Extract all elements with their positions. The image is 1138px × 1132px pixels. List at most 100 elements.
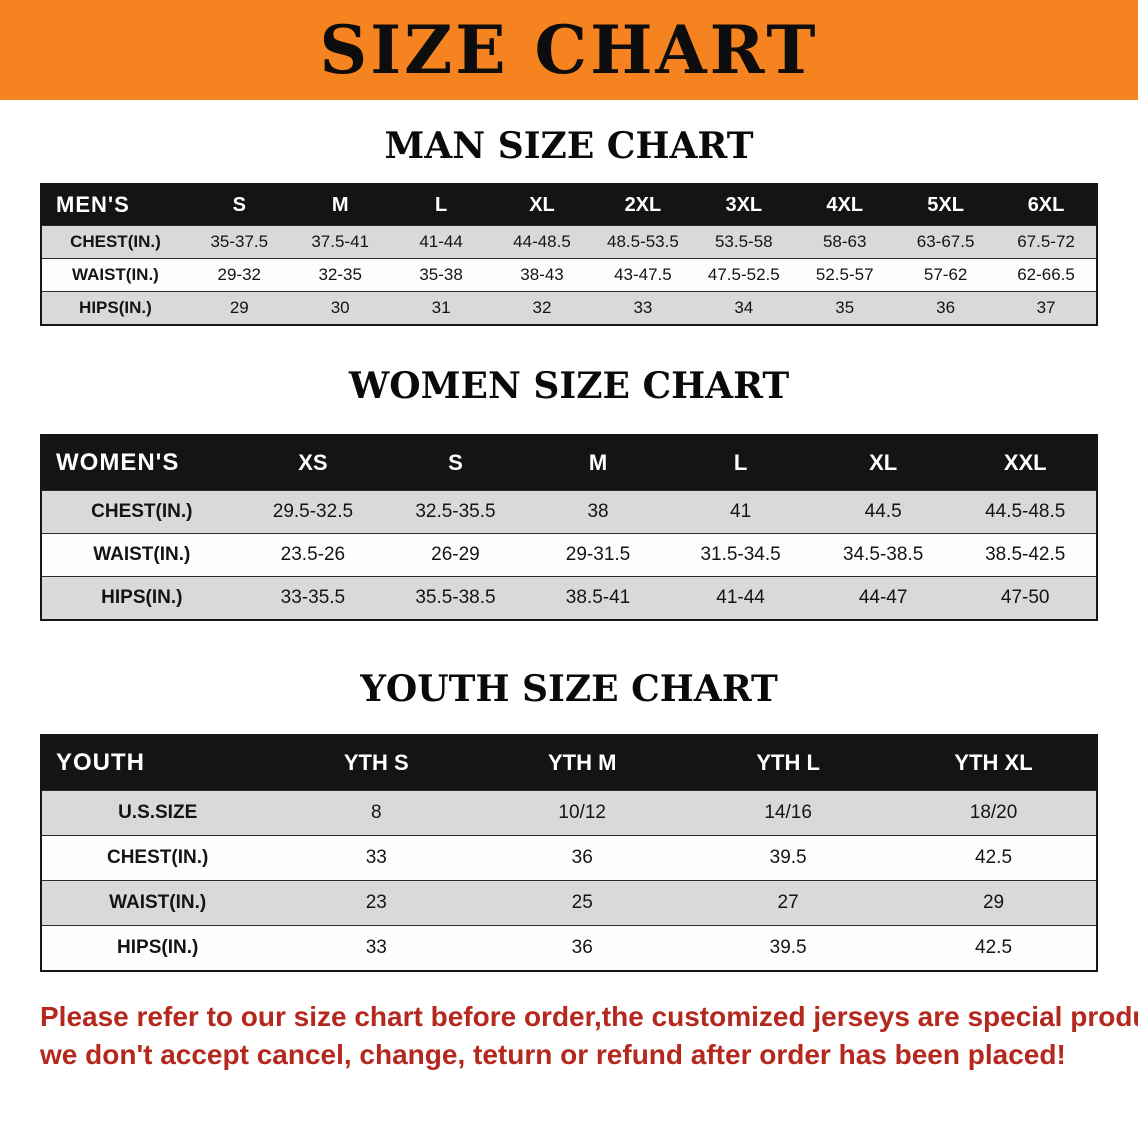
mens-size-header-cell: 4XL	[794, 184, 896, 226]
youth-size-header-cell: YTH XL	[891, 735, 1097, 791]
mens-value-cell: 67.5-72	[996, 225, 1097, 259]
youth-value-cell: 39.5	[685, 835, 892, 881]
mens-row-label: HIPS(IN.)	[41, 291, 189, 326]
womens-value-cell: 47-50	[954, 575, 1097, 620]
mens-value-cell: 63-67.5	[895, 225, 997, 259]
youth-value-cell: 8	[273, 790, 480, 836]
mens-value-cell: 37.5-41	[289, 225, 391, 259]
womens-heading: WOMEN SIZE CHART	[348, 365, 790, 408]
mens-value-cell: 57-62	[895, 258, 997, 292]
youth-row-label: WAIST(IN.)	[41, 880, 274, 926]
womens-size-header-cell: XS	[241, 434, 385, 491]
womens-row-label: CHEST(IN.)	[41, 489, 242, 534]
youth-row-label: CHEST(IN.)	[41, 835, 274, 881]
size-chart-banner: SIZE CHART	[0, 0, 1138, 100]
mens-table-row: CHEST(IN.) 35-37.5 37.5-41 41-44 44-48.5 48.5…	[41, 225, 1097, 259]
mens-table: MEN'S S M L XL 2XL 3XL 4XL 5XL 6XL CHEST(IN.) 35-37…	[40, 183, 1098, 327]
youth-value-cell: 39.5	[685, 925, 892, 972]
womens-value-cell: 41-44	[669, 575, 812, 620]
mens-row-label: CHEST(IN.)	[41, 225, 189, 259]
womens-value-cell: 32.5-35.5	[384, 489, 527, 534]
womens-size-header-cell: XL	[811, 434, 955, 491]
womens-table-row: HIPS(IN.) 33-35.5 35.5-38.5 38.5-41 41-44 44-…	[41, 575, 1097, 620]
banner-title: SIZE CHART	[319, 11, 819, 89]
mens-value-cell: 32	[491, 291, 593, 326]
mens-value-cell: 35-38	[390, 258, 492, 292]
womens-section: WOMEN SIZE CHART WOMEN'S XS S M L XL XXL CHEST(I…	[40, 365, 1098, 621]
youth-value-cell: 10/12	[479, 790, 686, 836]
womens-value-cell: 23.5-26	[241, 532, 385, 577]
footer-line-2: we don't accept cancel, change, teturn o…	[40, 1038, 1066, 1070]
womens-value-cell: 31.5-34.5	[669, 532, 812, 577]
youth-value-cell: 18/20	[891, 790, 1097, 836]
youth-value-cell: 29	[891, 880, 1097, 926]
womens-value-cell: 38.5-41	[526, 575, 670, 620]
mens-value-cell: 41-44	[390, 225, 492, 259]
womens-row-label: WAIST(IN.)	[41, 532, 242, 577]
womens-table-row: CHEST(IN.) 29.5-32.5 32.5-35.5 38 41 44.5 44.5…	[41, 489, 1097, 534]
mens-value-cell: 62-66.5	[996, 258, 1097, 292]
youth-value-cell: 33	[273, 835, 480, 881]
youth-value-cell: 27	[685, 880, 892, 926]
footer-line-1: Please refer to our size chart before or…	[40, 1001, 1138, 1033]
youth-table: YOUTH YTH S YTH M YTH L YTH XL U.S.SIZE 8 10/12…	[40, 734, 1098, 973]
womens-value-cell: 44-47	[811, 575, 955, 620]
womens-value-cell: 35.5-38.5	[384, 575, 527, 620]
mens-value-cell: 37	[996, 291, 1097, 326]
mens-heading: MAN SIZE CHART	[384, 125, 754, 167]
womens-value-cell: 33-35.5	[241, 575, 385, 620]
womens-value-cell: 44.5	[811, 489, 955, 534]
youth-heading: YOUTH SIZE CHART	[360, 667, 778, 710]
footer-note: Please refer to our size chart before or…	[40, 998, 1138, 1074]
mens-value-cell: 34	[693, 291, 795, 326]
youth-value-cell: 42.5	[891, 835, 1097, 881]
mens-table-title-cell: MEN'S	[41, 184, 189, 226]
mens-table-row: WAIST(IN.) 29-32 32-35 35-38 38-43 43-47.5 47.…	[41, 258, 1097, 292]
youth-size-header-cell: YTH L	[685, 735, 892, 791]
womens-size-header-cell: L	[669, 434, 812, 491]
youth-size-header-cell: YTH M	[479, 735, 686, 791]
womens-table-row: WAIST(IN.) 23.5-26 26-29 29-31.5 31.5-34.5 34…	[41, 532, 1097, 577]
youth-value-cell: 36	[479, 835, 686, 881]
youth-header-row: YOUTH YTH S YTH M YTH L YTH XL	[41, 735, 1097, 791]
mens-value-cell: 32-35	[289, 258, 391, 292]
mens-value-cell: 29-32	[188, 258, 290, 292]
womens-size-header-cell: M	[526, 434, 670, 491]
mens-size-header-cell: S	[188, 184, 290, 226]
mens-row-label: WAIST(IN.)	[41, 258, 189, 292]
youth-size-header-cell: YTH S	[273, 735, 480, 791]
womens-table: WOMEN'S XS S M L XL XXL CHEST(IN.) 29.5-32.5 32.5…	[40, 433, 1098, 621]
youth-value-cell: 23	[273, 880, 480, 926]
mens-value-cell: 36	[895, 291, 997, 326]
mens-size-header-cell: 3XL	[693, 184, 795, 226]
sections-container: MAN SIZE CHART MEN'S S M L XL 2XL 3XL 4XL 5XL 6XL C…	[0, 125, 1138, 973]
womens-value-cell: 41	[669, 489, 812, 534]
mens-value-cell: 43-47.5	[592, 258, 694, 292]
womens-size-header-cell: XXL	[954, 434, 1097, 491]
mens-header-row: MEN'S S M L XL 2XL 3XL 4XL 5XL 6XL	[41, 184, 1097, 226]
youth-section: YOUTH SIZE CHART YOUTH YTH S YTH M YTH L YTH …	[40, 667, 1098, 973]
mens-value-cell: 53.5-58	[693, 225, 795, 259]
youth-value-cell: 25	[479, 880, 686, 926]
youth-table-title-cell: YOUTH	[41, 735, 274, 791]
womens-value-cell: 38.5-42.5	[954, 532, 1097, 577]
mens-value-cell: 29	[188, 291, 290, 326]
mens-size-header-cell: XL	[491, 184, 593, 226]
mens-value-cell: 47.5-52.5	[693, 258, 795, 292]
womens-size-header-cell: S	[384, 434, 527, 491]
mens-value-cell: 38-43	[491, 258, 593, 292]
mens-size-header-cell: L	[390, 184, 492, 226]
youth-table-row: U.S.SIZE 8 10/12 14/16 18/20	[41, 790, 1097, 836]
youth-value-cell: 33	[273, 925, 480, 972]
mens-value-cell: 52.5-57	[794, 258, 896, 292]
mens-value-cell: 48.5-53.5	[592, 225, 694, 259]
mens-value-cell: 30	[289, 291, 391, 326]
womens-header-row: WOMEN'S XS S M L XL XXL	[41, 434, 1097, 491]
mens-value-cell: 33	[592, 291, 694, 326]
mens-size-header-cell: 5XL	[895, 184, 997, 226]
mens-size-header-cell: 2XL	[592, 184, 694, 226]
mens-value-cell: 31	[390, 291, 492, 326]
womens-value-cell: 26-29	[384, 532, 527, 577]
youth-value-cell: 14/16	[685, 790, 892, 836]
youth-table-row: CHEST(IN.) 33 36 39.5 42.5	[41, 835, 1097, 881]
